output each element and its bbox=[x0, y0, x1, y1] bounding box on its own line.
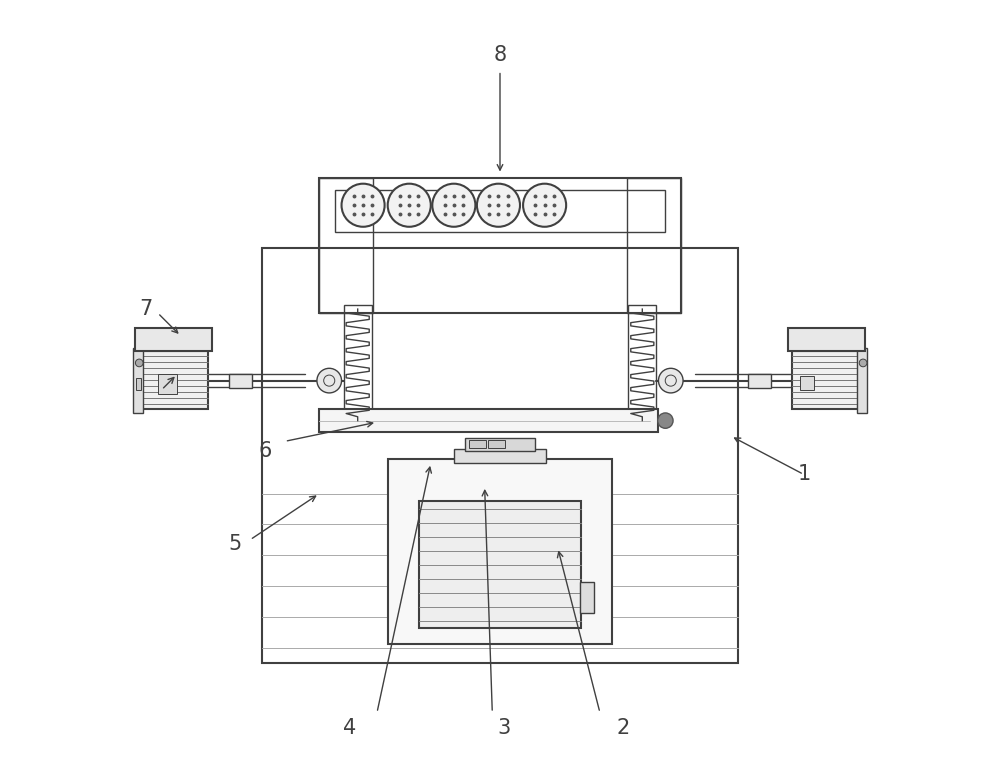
Bar bbox=[335, 190, 665, 232]
Bar bbox=[488, 440, 505, 448]
Text: 4: 4 bbox=[343, 718, 357, 738]
Bar bbox=[469, 440, 486, 448]
Text: 8: 8 bbox=[493, 46, 507, 66]
Bar bbox=[788, 328, 865, 351]
Bar bbox=[454, 449, 546, 463]
Bar bbox=[142, 351, 208, 409]
Bar bbox=[136, 378, 141, 390]
Text: 6: 6 bbox=[259, 442, 272, 462]
Text: 7: 7 bbox=[140, 299, 153, 319]
Bar bbox=[800, 376, 814, 390]
Circle shape bbox=[658, 413, 673, 428]
Bar bbox=[344, 305, 372, 425]
Circle shape bbox=[523, 184, 566, 227]
Bar bbox=[628, 305, 656, 425]
Bar bbox=[319, 409, 658, 432]
Bar bbox=[792, 351, 858, 409]
Circle shape bbox=[342, 184, 385, 227]
Bar bbox=[580, 582, 594, 613]
Circle shape bbox=[432, 184, 475, 227]
Circle shape bbox=[317, 368, 342, 393]
Bar bbox=[133, 347, 143, 413]
Bar bbox=[319, 178, 373, 313]
Bar bbox=[319, 178, 681, 313]
Text: 2: 2 bbox=[616, 718, 630, 738]
Bar bbox=[419, 501, 581, 628]
Bar bbox=[857, 347, 867, 413]
Text: 3: 3 bbox=[497, 718, 510, 738]
Bar bbox=[158, 374, 177, 394]
Bar bbox=[135, 328, 212, 351]
Bar bbox=[229, 374, 252, 388]
Bar bbox=[465, 438, 535, 452]
Text: 5: 5 bbox=[228, 533, 241, 554]
Bar bbox=[262, 248, 738, 663]
Bar bbox=[748, 374, 771, 388]
Bar bbox=[388, 459, 612, 644]
Circle shape bbox=[859, 359, 867, 367]
Circle shape bbox=[388, 184, 431, 227]
Circle shape bbox=[135, 359, 143, 367]
Circle shape bbox=[658, 368, 683, 393]
Bar bbox=[627, 178, 681, 313]
Text: 1: 1 bbox=[797, 465, 810, 485]
Circle shape bbox=[477, 184, 520, 227]
